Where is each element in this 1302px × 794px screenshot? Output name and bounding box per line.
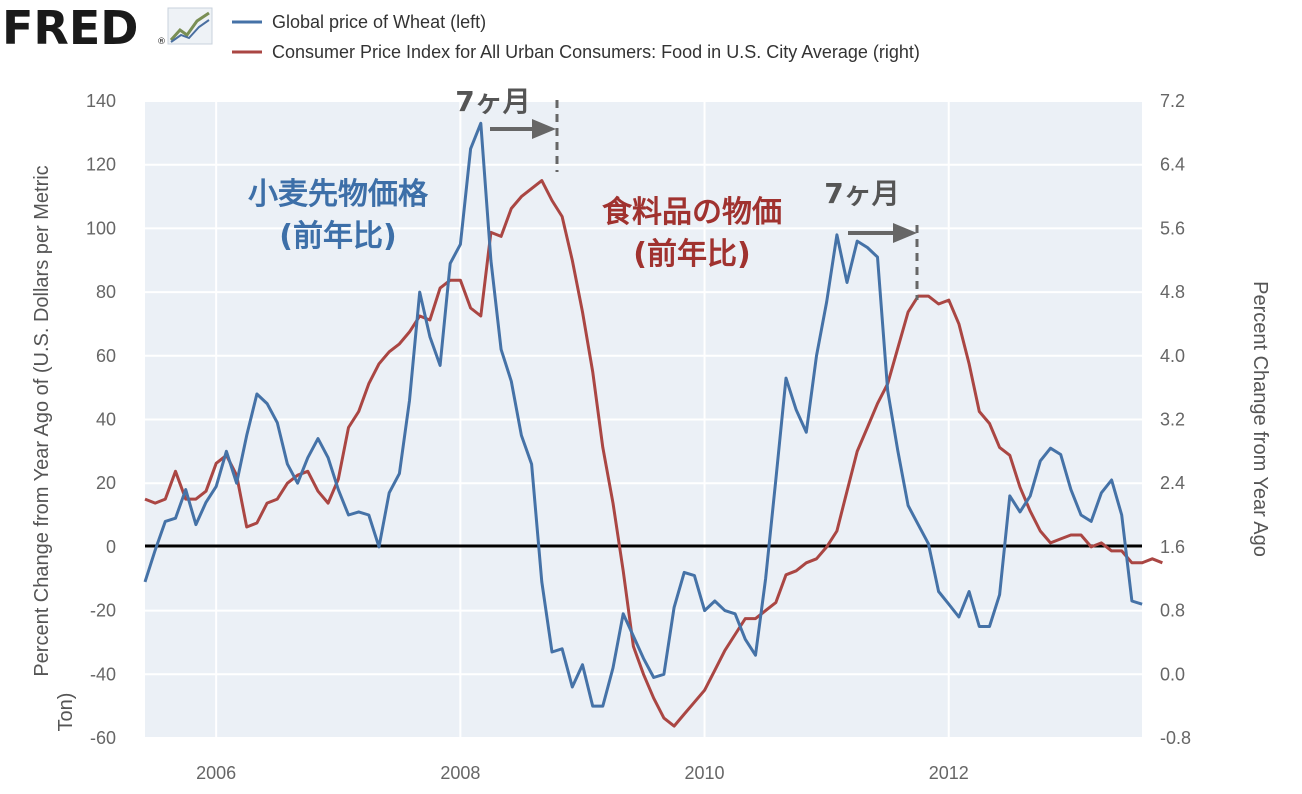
left-tick-label: 120 (86, 155, 116, 175)
annotation-wheat-title: 小麦先物価格 (248, 177, 429, 212)
left-axis-title-line2: Ton) (55, 693, 77, 732)
vertical-gridlines (215, 101, 950, 738)
left-axis-ticks: 140 120 100 80 60 40 20 0 -20 -40 -60 (86, 91, 116, 748)
legend: Global price of Wheat (left) Consumer Pr… (232, 12, 920, 62)
right-tick-label: 6.4 (1160, 155, 1185, 175)
left-tick-label: 0 (106, 537, 116, 557)
right-axis-title: Percent Change from Year Ago (1249, 281, 1271, 557)
legend-item-food-cpi[interactable]: Consumer Price Index for All Urban Consu… (232, 42, 920, 62)
left-tick-label: 80 (96, 282, 116, 302)
annotation-wheat-subtitle: (前年比) (279, 219, 396, 254)
annotation-lag-2008: 7ヶ月 (455, 85, 530, 118)
left-tick-label: 40 (96, 410, 116, 430)
left-axis-title-line1: Percent Change from Year Ago of (U.S. Do… (31, 165, 53, 676)
left-tick-label: 60 (96, 346, 116, 366)
lag-arrow-2011 (848, 223, 919, 300)
fred-logo[interactable]: FRED ® (2, 1, 213, 55)
legend-label-wheat: Global price of Wheat (left) (272, 12, 486, 32)
right-tick-label: -0.8 (1160, 728, 1191, 748)
x-axis-ticks: 2006 2008 2010 2012 (196, 763, 969, 783)
fred-chart-icon (167, 7, 213, 45)
registered-mark: ® (157, 37, 166, 47)
right-axis-ticks: 7.2 6.4 5.6 4.8 4.0 3.2 2.4 1.6 0.8 0.0 -0.8 (1160, 91, 1191, 748)
x-tick-label: 2012 (929, 763, 969, 783)
legend-label-food-cpi: Consumer Price Index for All Urban Consu… (272, 42, 920, 62)
right-tick-label: 0.8 (1160, 601, 1185, 621)
legend-item-wheat[interactable]: Global price of Wheat (left) (232, 12, 486, 32)
series-line-food-cpi (144, 179, 1163, 728)
x-tick-label: 2006 (196, 763, 236, 783)
left-tick-label: -40 (90, 664, 116, 684)
x-tick-label: 2008 (440, 763, 480, 783)
right-tick-label: 1.6 (1160, 537, 1185, 557)
right-tick-label: 7.2 (1160, 91, 1185, 111)
annotation-food-subtitle: (前年比) (633, 237, 750, 272)
left-tick-label: -20 (90, 601, 116, 621)
series-line-wheat (143, 121, 1143, 708)
right-tick-label: 3.2 (1160, 410, 1185, 430)
right-tick-label: 4.8 (1160, 282, 1185, 302)
annotation-lag-2011: 7ヶ月 (824, 177, 899, 210)
left-tick-label: -60 (90, 728, 116, 748)
x-tick-label: 2010 (685, 763, 725, 783)
fred-logo-text: FRED (2, 1, 138, 55)
left-tick-label: 100 (86, 218, 116, 238)
right-tick-label: 2.4 (1160, 473, 1185, 493)
left-tick-label: 140 (86, 91, 116, 111)
lag-arrow-2008 (490, 100, 559, 172)
right-tick-label: 0.0 (1160, 664, 1185, 684)
left-tick-label: 20 (96, 473, 116, 493)
right-tick-label: 4.0 (1160, 346, 1185, 366)
annotation-food-title: 食料品の物価 (602, 195, 782, 230)
right-tick-label: 5.6 (1160, 218, 1185, 238)
